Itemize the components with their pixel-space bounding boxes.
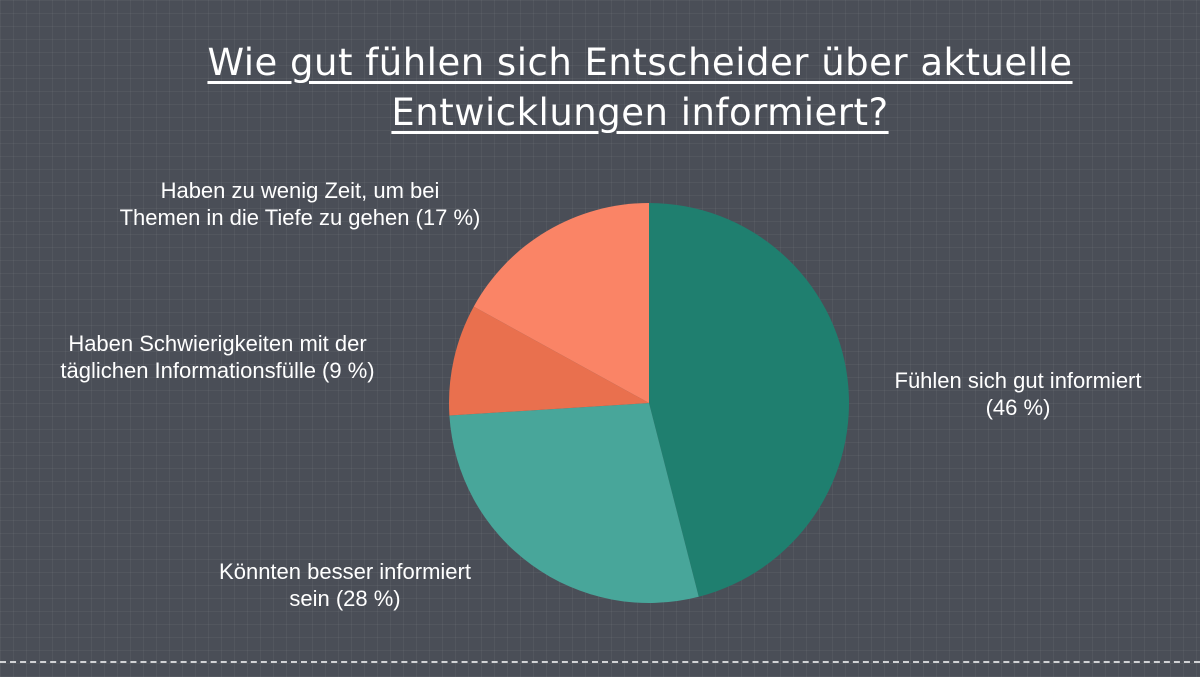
slice-label-time: Haben zu wenig Zeit, um bei Themen in di… — [90, 177, 510, 231]
bottom-dashed-divider — [0, 661, 1200, 663]
slice-label-time-line-2: Themen in die Tiefe zu gehen (17 %) — [119, 205, 481, 230]
chart-title-line-2: Entwicklungen informiert? — [391, 91, 889, 134]
pie-slice-time — [473, 203, 649, 403]
slice-label-better-line-1: Könnten besser informiert — [219, 559, 471, 584]
slice-label-difficulties: Haben Schwierigkeiten mit der täglichen … — [0, 330, 435, 384]
chart-title-line-1: Wie gut fühlen sich Entscheider über akt… — [207, 41, 1073, 84]
pie-slice-difficulties — [448, 306, 649, 416]
slice-label-difficulties-line-1: Haben Schwierigkeiten mit der — [68, 331, 367, 356]
chart-title: Wie gut fühlen sich Entscheider über akt… — [60, 38, 1200, 138]
slice-label-time-line-1: Haben zu wenig Zeit, um bei — [160, 178, 440, 203]
slice-label-better: Könnten besser informiert sein (28 %) — [160, 558, 530, 612]
slice-label-good-line-1: Fühlen sich gut informiert — [894, 368, 1142, 393]
pie-slice-better — [449, 403, 699, 603]
slice-label-difficulties-line-2: täglichen Informationsfülle (9 %) — [60, 358, 375, 383]
pie-slice-good — [649, 203, 849, 597]
slice-label-good-line-2: (46 %) — [985, 395, 1051, 420]
slice-label-good: Fühlen sich gut informiert (46 %) — [858, 367, 1178, 421]
slice-label-better-line-2: sein (28 %) — [289, 586, 401, 611]
